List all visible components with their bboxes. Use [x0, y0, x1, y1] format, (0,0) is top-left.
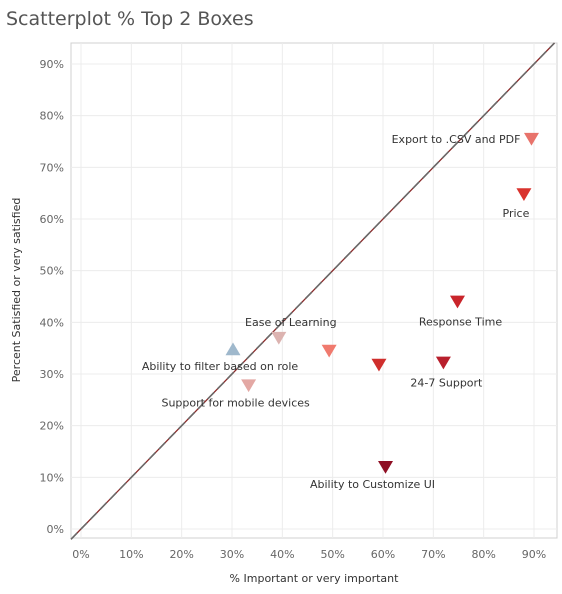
- x-tick-label: 0%: [72, 548, 89, 561]
- x-tick-label: 90%: [522, 548, 546, 561]
- x-tick-label: 20%: [169, 548, 193, 561]
- point-label: 24-7 Support: [410, 377, 483, 390]
- y-tick-label: 40%: [40, 316, 64, 329]
- chart-title: Scatterplot % Top 2 Boxes: [6, 8, 254, 30]
- data-point: [378, 461, 394, 474]
- y-tick-label: 0%: [47, 523, 64, 536]
- x-tick-label: 40%: [270, 548, 294, 561]
- y-tick-label: 10%: [40, 471, 64, 484]
- y-axis-title: Percent Satisfied or very satisfied: [10, 198, 23, 383]
- data-point: [435, 356, 451, 370]
- y-axis-ticks: 0% 10% 20% 30% 40% 50% 60% 70% 80% 90%: [40, 58, 64, 536]
- y-tick-label: 70%: [40, 161, 64, 174]
- data-point: [516, 188, 532, 201]
- data-point: [271, 331, 287, 345]
- x-tick-label: 80%: [471, 548, 495, 561]
- x-tick-label: 70%: [421, 548, 445, 561]
- data-point: [225, 342, 241, 356]
- x-axis-title: % Important or very important: [230, 572, 400, 585]
- point-labels: Export to .CSV and PDF Price Response Time…: [142, 133, 530, 491]
- x-axis-ticks: 0% 10% 20% 30% 40% 50% 60% 70% 80% 90%: [72, 548, 546, 561]
- y-tick-label: 60%: [40, 213, 64, 226]
- point-label: Export to .CSV and PDF: [392, 133, 521, 146]
- point-label: Response Time: [419, 316, 502, 329]
- data-points: [225, 132, 539, 474]
- y-tick-label: 80%: [40, 110, 64, 123]
- point-label: Support for mobile devices: [161, 396, 310, 409]
- point-label: Price: [503, 207, 530, 220]
- reference-line-dashed: [70, 42, 556, 540]
- point-label: Ability to filter based on role: [142, 360, 299, 373]
- reference-line-group: [70, 42, 556, 540]
- data-point: [321, 344, 337, 358]
- x-tick-label: 50%: [320, 548, 344, 561]
- y-tick-label: 30%: [40, 368, 64, 381]
- data-point: [449, 295, 465, 309]
- point-label: Ability to Customize UI: [310, 478, 435, 491]
- point-label: Ease of Learning: [245, 316, 337, 329]
- x-tick-label: 30%: [220, 548, 244, 561]
- data-point: [241, 379, 257, 393]
- x-tick-label: 60%: [371, 548, 395, 561]
- data-point: [371, 358, 387, 372]
- y-tick-label: 20%: [40, 420, 64, 433]
- grid-lines: [71, 43, 557, 538]
- y-tick-label: 50%: [40, 265, 64, 278]
- data-point: [523, 132, 539, 146]
- y-tick-label: 90%: [40, 58, 64, 71]
- x-tick-label: 10%: [119, 548, 143, 561]
